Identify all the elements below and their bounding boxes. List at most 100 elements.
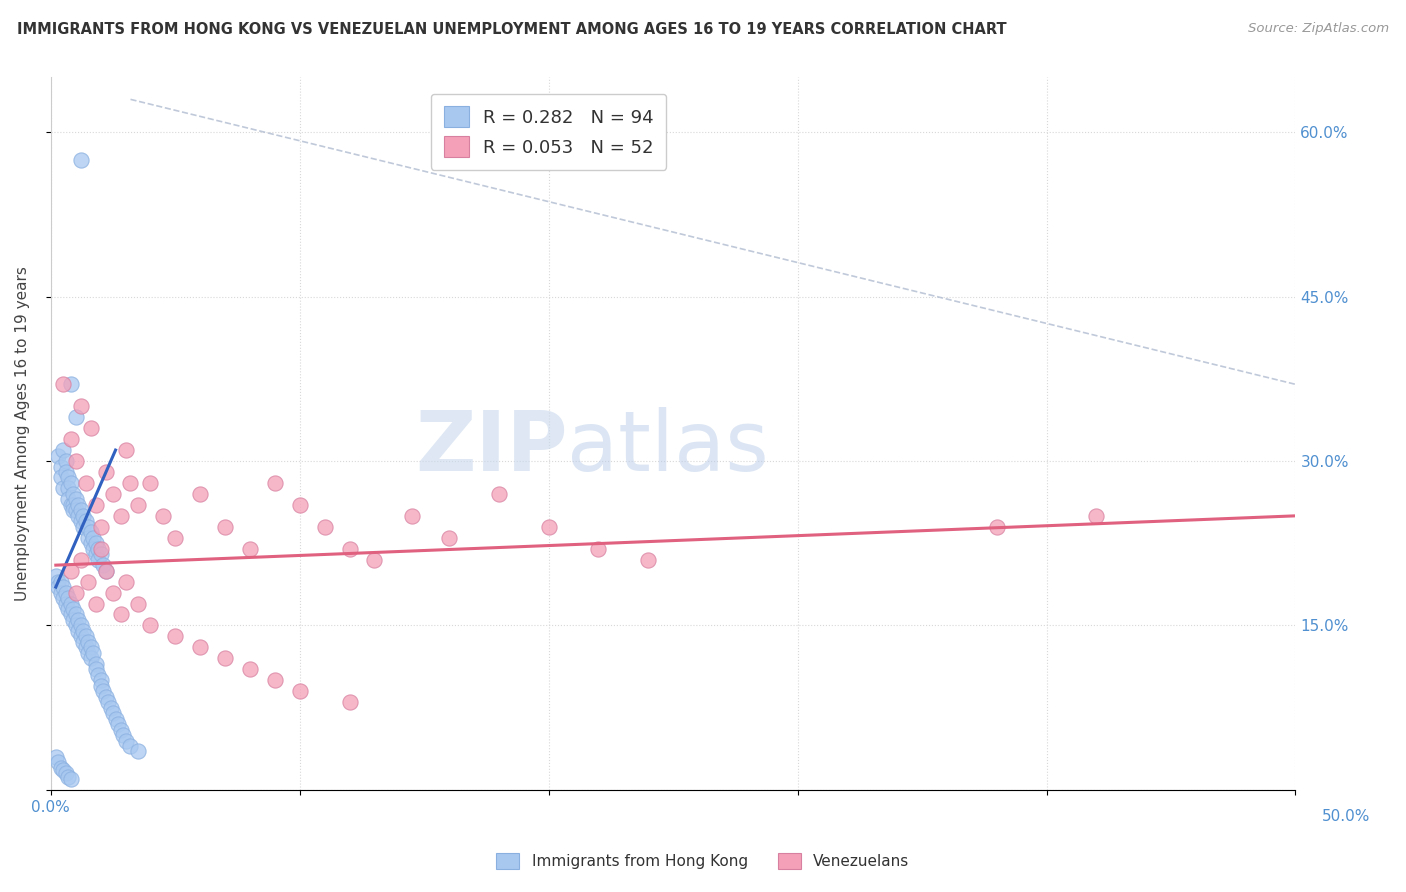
Point bbox=[101, 487, 124, 501]
Point bbox=[188, 640, 211, 655]
Point bbox=[120, 475, 142, 490]
Point bbox=[65, 618, 87, 632]
Point bbox=[65, 492, 87, 507]
Point bbox=[107, 717, 129, 731]
Point bbox=[46, 574, 69, 589]
Point bbox=[58, 492, 80, 507]
Point bbox=[79, 525, 101, 540]
Point bbox=[55, 597, 77, 611]
Point bbox=[165, 531, 187, 545]
Point bbox=[59, 432, 82, 446]
Point bbox=[84, 662, 107, 676]
Point bbox=[77, 520, 100, 534]
Point bbox=[84, 498, 107, 512]
Point bbox=[79, 421, 101, 435]
Point bbox=[67, 498, 90, 512]
Text: ZIP: ZIP bbox=[415, 408, 568, 489]
Point bbox=[49, 585, 72, 599]
Point bbox=[77, 646, 100, 660]
Point bbox=[79, 640, 101, 655]
Point bbox=[139, 618, 162, 632]
Point bbox=[127, 498, 149, 512]
Point bbox=[84, 536, 107, 550]
Point bbox=[90, 541, 112, 556]
Point bbox=[75, 514, 97, 528]
Point bbox=[58, 770, 80, 784]
Point bbox=[82, 531, 104, 545]
Point bbox=[52, 591, 75, 605]
Point bbox=[58, 602, 80, 616]
Point bbox=[127, 744, 149, 758]
Point bbox=[62, 498, 84, 512]
Point bbox=[339, 695, 361, 709]
Point bbox=[288, 498, 311, 512]
Point bbox=[84, 597, 107, 611]
Point bbox=[65, 607, 87, 622]
Point bbox=[77, 635, 100, 649]
Point bbox=[82, 646, 104, 660]
Point bbox=[94, 465, 117, 479]
Point bbox=[401, 508, 423, 523]
Point bbox=[65, 454, 87, 468]
Point bbox=[94, 564, 117, 578]
Point bbox=[114, 733, 136, 747]
Point bbox=[59, 564, 82, 578]
Point bbox=[488, 487, 510, 501]
Point bbox=[49, 470, 72, 484]
Point bbox=[65, 410, 87, 425]
Point bbox=[49, 761, 72, 775]
Point bbox=[588, 541, 610, 556]
Point bbox=[263, 673, 285, 688]
Point bbox=[82, 541, 104, 556]
Point bbox=[55, 585, 77, 599]
Point bbox=[114, 443, 136, 458]
Point bbox=[45, 569, 67, 583]
Point bbox=[100, 700, 122, 714]
Point bbox=[79, 536, 101, 550]
Point bbox=[69, 552, 91, 566]
Point bbox=[72, 520, 94, 534]
Point bbox=[46, 449, 69, 463]
Point bbox=[52, 482, 75, 496]
Point bbox=[69, 503, 91, 517]
Point bbox=[77, 531, 100, 545]
Point bbox=[69, 153, 91, 167]
Point bbox=[45, 750, 67, 764]
Point bbox=[188, 487, 211, 501]
Point bbox=[65, 503, 87, 517]
Point bbox=[67, 624, 90, 638]
Y-axis label: Unemployment Among Ages 16 to 19 years: Unemployment Among Ages 16 to 19 years bbox=[15, 266, 30, 601]
Point bbox=[55, 454, 77, 468]
Legend: R = 0.282   N = 94, R = 0.053   N = 52: R = 0.282 N = 94, R = 0.053 N = 52 bbox=[430, 94, 666, 169]
Point bbox=[87, 667, 110, 681]
Point bbox=[52, 580, 75, 594]
Point bbox=[288, 684, 311, 698]
Point bbox=[52, 763, 75, 777]
Point bbox=[75, 640, 97, 655]
Point bbox=[72, 624, 94, 638]
Point bbox=[59, 498, 82, 512]
Point bbox=[77, 574, 100, 589]
Point bbox=[87, 541, 110, 556]
Point bbox=[62, 503, 84, 517]
Point bbox=[90, 547, 112, 561]
Point bbox=[165, 629, 187, 643]
Point bbox=[111, 728, 134, 742]
Point bbox=[239, 662, 262, 676]
Point bbox=[72, 635, 94, 649]
Point bbox=[75, 629, 97, 643]
Point bbox=[214, 651, 236, 665]
Point bbox=[104, 712, 127, 726]
Point bbox=[90, 679, 112, 693]
Point bbox=[58, 482, 80, 496]
Point bbox=[58, 470, 80, 484]
Point bbox=[65, 585, 87, 599]
Point bbox=[46, 756, 69, 770]
Point bbox=[84, 547, 107, 561]
Point bbox=[91, 684, 114, 698]
Point bbox=[314, 520, 336, 534]
Text: atlas: atlas bbox=[568, 408, 769, 489]
Point bbox=[97, 695, 120, 709]
Point bbox=[110, 607, 132, 622]
Point bbox=[127, 597, 149, 611]
